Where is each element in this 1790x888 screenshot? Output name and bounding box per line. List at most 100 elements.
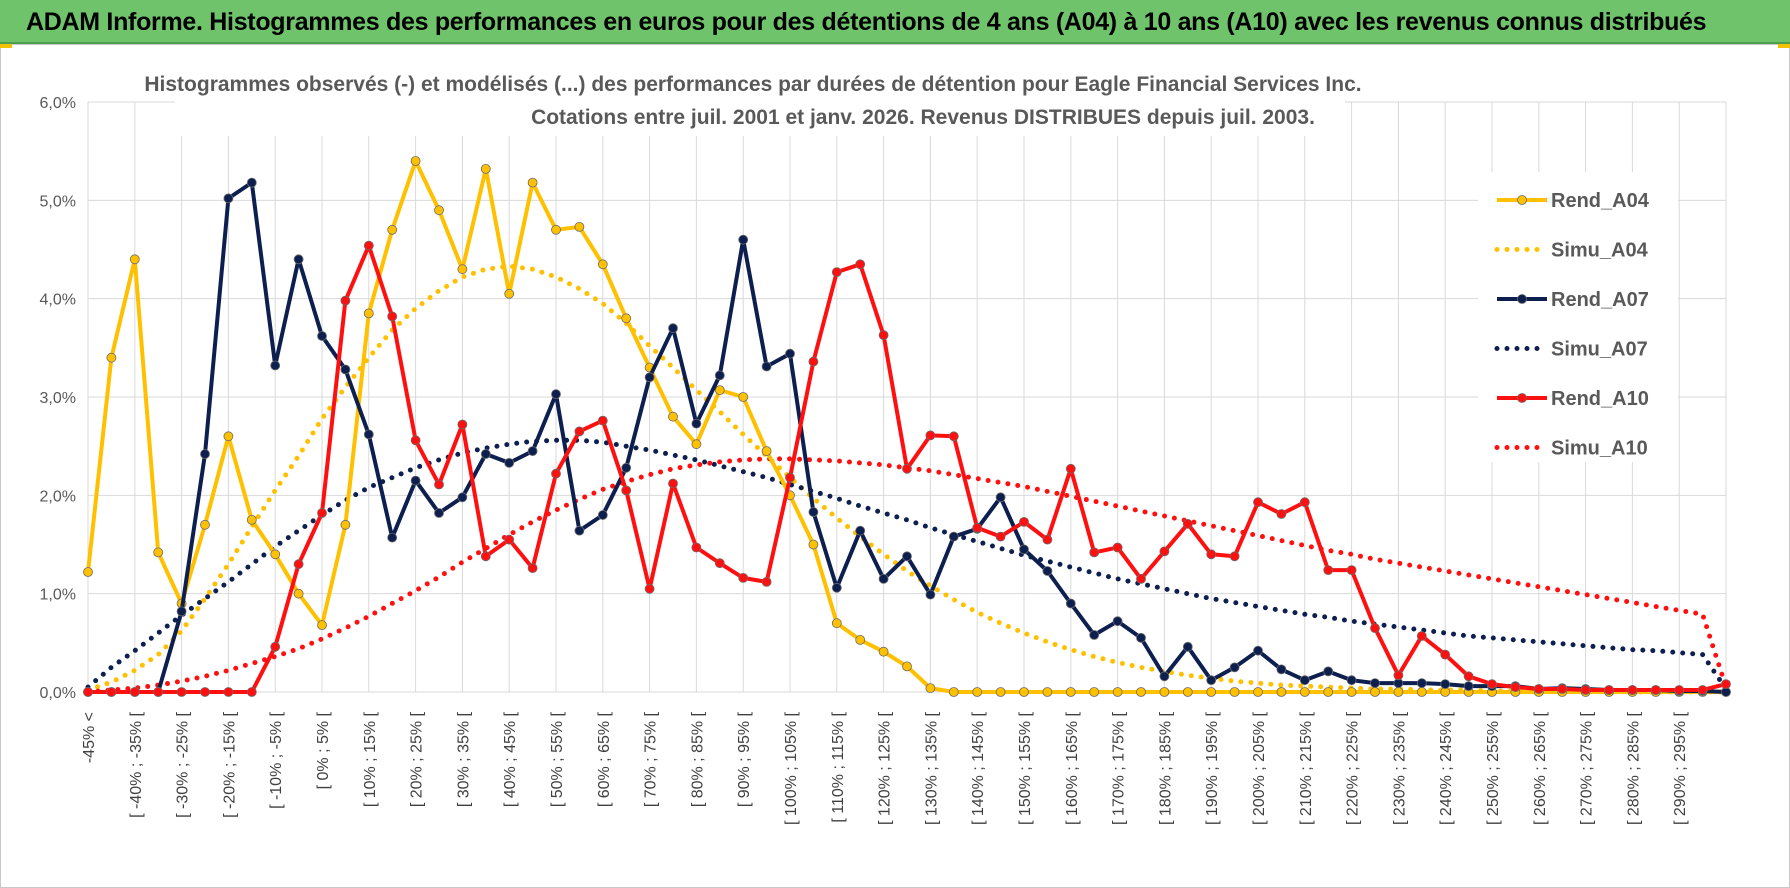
point-Rend_A07 bbox=[691, 418, 702, 429]
banner-title: ADAM Informe. Histogrammes des performan… bbox=[26, 8, 1707, 36]
point-Rend_A07 bbox=[855, 525, 866, 536]
x-tick-label: [ 200% ; 205% [ bbox=[1251, 711, 1268, 825]
legend-item-Simu_A04: Simu_A04 bbox=[1494, 240, 1649, 262]
point-Rend_A04 bbox=[246, 515, 257, 525]
point-Rend_A04 bbox=[1019, 687, 1029, 697]
point-Rend_A04 bbox=[1416, 687, 1427, 697]
point-Rend_A04 bbox=[995, 687, 1006, 697]
point-Rend_A07 bbox=[925, 589, 936, 600]
point-Rend_A07 bbox=[317, 331, 327, 341]
point-Rend_A07 bbox=[1112, 616, 1123, 627]
frame-corner-left bbox=[0, 44, 12, 48]
point-Rend_A04 bbox=[1229, 687, 1240, 697]
point-Rend_A04 bbox=[129, 254, 140, 265]
point-Rend_A10 bbox=[1299, 497, 1310, 508]
point-Rend_A07 bbox=[1416, 678, 1427, 688]
point-Rend_A04 bbox=[668, 411, 678, 422]
legend-background bbox=[1478, 172, 1678, 462]
point-Rend_A04 bbox=[270, 549, 281, 560]
point-Rend_A04 bbox=[691, 439, 702, 450]
point-Rend_A04 bbox=[1346, 687, 1357, 697]
point-Rend_A04 bbox=[948, 687, 959, 697]
point-Rend_A04 bbox=[153, 547, 164, 558]
point-Rend_A10 bbox=[1370, 623, 1380, 633]
point-Rend_A04 bbox=[761, 446, 772, 457]
point-Rend_A04 bbox=[925, 683, 936, 693]
x-tick-label: [ 260% ; 265% [ bbox=[1532, 711, 1549, 825]
frame-corner-right bbox=[1778, 44, 1790, 48]
y-tick-label: 2,0% bbox=[40, 488, 76, 505]
point-Rend_A04 bbox=[200, 519, 210, 530]
x-tick-label: [ 140% ; 145% [ bbox=[970, 711, 987, 825]
point-Rend_A07 bbox=[293, 254, 304, 265]
line-Simu_A07 bbox=[85, 437, 1729, 692]
point-Rend_A10 bbox=[200, 687, 210, 697]
point-Rend_A07 bbox=[246, 177, 257, 188]
x-tick-label: [ -10% ; -5% [ bbox=[268, 711, 285, 808]
point-Rend_A10 bbox=[527, 563, 538, 573]
legend: Rend_A04 Simu_A04 Rend_A07 Simu_A07 Rend_A10… bbox=[1478, 172, 1678, 462]
point-Rend_A10 bbox=[1323, 565, 1334, 575]
point-Rend_A04 bbox=[1206, 687, 1217, 697]
point-Rend_A10 bbox=[1065, 463, 1076, 474]
point-Rend_A10 bbox=[1393, 670, 1404, 681]
title-background bbox=[175, 64, 1345, 136]
point-Rend_A10 bbox=[1253, 497, 1263, 508]
point-Rend_A10 bbox=[340, 295, 351, 306]
legend-item-Simu_A10: Simu_A10 bbox=[1494, 438, 1648, 460]
point-Rend_A07 bbox=[200, 449, 210, 459]
title-banner: ADAM Informe. Histogrammes des performan… bbox=[0, 0, 1790, 44]
point-Rend_A10 bbox=[831, 267, 842, 278]
point-Rend_A04 bbox=[1042, 687, 1053, 697]
point-Rend_A07 bbox=[176, 606, 187, 617]
point-Rend_A04 bbox=[1089, 687, 1100, 697]
x-tick-label: [ 120% ; 125% [ bbox=[877, 711, 894, 825]
point-Rend_A07 bbox=[457, 492, 468, 503]
legend-label: Rend_A04 bbox=[1551, 190, 1650, 212]
point-Rend_A07 bbox=[270, 360, 281, 371]
point-Rend_A10 bbox=[1182, 519, 1193, 529]
x-tick-label: [ 290% ; 295% [ bbox=[1672, 711, 1689, 825]
x-tick-label: [ 110% ; 115% [ bbox=[830, 711, 847, 822]
point-Rend_A04 bbox=[972, 687, 983, 697]
x-tick-label: [ 250% ; 255% [ bbox=[1485, 711, 1502, 825]
x-axis-ticks: -45% < [ -40% ; -35% [[ -30% ; -25% [[ -2… bbox=[81, 711, 1689, 825]
point-Rend_A07 bbox=[1065, 598, 1076, 609]
point-Rend_A04 bbox=[387, 224, 398, 235]
point-Rend_A10 bbox=[1674, 685, 1685, 695]
point-Rend_A10 bbox=[457, 419, 468, 430]
point-Rend_A10 bbox=[1510, 682, 1521, 692]
point-Rend_A07 bbox=[1370, 678, 1380, 688]
point-Rend_A04 bbox=[574, 221, 585, 232]
point-Rend_A10 bbox=[1487, 679, 1497, 689]
point-Rend_A10 bbox=[1697, 685, 1708, 695]
x-tick-label: [ 10% ; 15% [ bbox=[362, 711, 379, 807]
point-Rend_A10 bbox=[387, 311, 398, 322]
point-Rend_A04 bbox=[1253, 687, 1263, 697]
legend-item-Rend_A07: Rend_A07 bbox=[1497, 289, 1649, 311]
point-Rend_A10 bbox=[410, 435, 421, 446]
point-Rend_A07 bbox=[1346, 675, 1357, 686]
point-Rend_A07 bbox=[434, 508, 444, 518]
point-Rend_A10 bbox=[363, 240, 374, 251]
x-tick-label: [ 0% ; 5% [ bbox=[315, 711, 332, 789]
x-tick-label: [ 240% ; 245% [ bbox=[1438, 711, 1455, 825]
point-Rend_A04 bbox=[1182, 687, 1193, 697]
point-Rend_A07 bbox=[480, 449, 491, 459]
point-Rend_A10 bbox=[1229, 551, 1240, 562]
point-Rend_A07 bbox=[738, 234, 749, 245]
point-Rend_A10 bbox=[644, 583, 655, 594]
x-tick-label: [ 30% ; 35% [ bbox=[455, 711, 472, 807]
point-Rend_A04 bbox=[504, 288, 515, 299]
x-tick-label: [ -40% ; -35% [ bbox=[128, 711, 145, 817]
point-Rend_A04 bbox=[293, 588, 304, 599]
point-Rend_A10 bbox=[1416, 631, 1427, 641]
point-Rend_A10 bbox=[176, 687, 187, 697]
legend-item-Simu_A07: Simu_A07 bbox=[1494, 339, 1648, 361]
point-Rend_A04 bbox=[317, 620, 327, 630]
point-Rend_A10 bbox=[83, 687, 93, 697]
point-Rend_A10 bbox=[1721, 679, 1731, 689]
point-Rend_A07 bbox=[1182, 641, 1193, 652]
x-tick-label: [ 90% ; 95% [ bbox=[736, 711, 753, 807]
point-Rend_A10 bbox=[902, 463, 912, 474]
